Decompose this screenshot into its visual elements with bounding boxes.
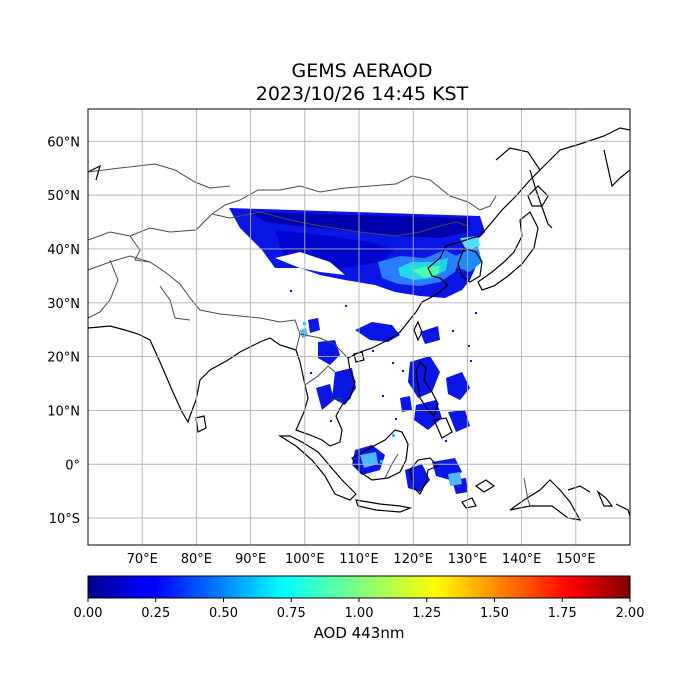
lat-tick-label: 10°N (47, 404, 80, 419)
colorbar-tick-label: 0.75 (277, 606, 306, 621)
map-frame (87, 108, 631, 546)
lat-tick-label: 40°N (47, 243, 80, 258)
lon-tick-label: 140°E (502, 552, 542, 567)
lon-tick-label: 110°E (339, 552, 379, 567)
lon-tick-label: 100°E (285, 552, 325, 567)
lon-tick-label: 70°E (127, 552, 158, 567)
gridlines (88, 109, 630, 545)
lat-tick-label: 10°S (49, 512, 80, 527)
colorbar (87, 575, 631, 599)
lat-tick-label: 30°N (47, 297, 80, 312)
colorbar-tick-label: 0.00 (74, 606, 103, 621)
lat-tick-label: 0° (65, 458, 80, 473)
map-content (88, 127, 630, 521)
colorbar-tick-label: 1.25 (412, 606, 441, 621)
lon-tick-label: 80°E (181, 552, 212, 567)
country-borders (88, 163, 531, 507)
lon-tick-label: 90°E (235, 552, 266, 567)
latitude-tick-labels: 60°N 50°N 40°N 30°N 20°N 10°N 0° 10°S (47, 135, 80, 527)
colorbar-tick-label: 2.00 (616, 606, 645, 621)
lat-tick-label: 50°N (47, 189, 80, 204)
colorbar-tick-label: 1.75 (548, 606, 577, 621)
lat-tick-label: 20°N (47, 351, 80, 366)
longitude-tick-labels: 70°E 80°E 90°E 100°E 110°E 120°E 130°E 140°E 150… (127, 552, 596, 567)
aod-data-layer (229, 208, 485, 494)
colorbar-tick-label: 0.50 (209, 606, 238, 621)
colorbar-label: AOD 443nm (313, 624, 405, 642)
colorbar-tick-labels: 0.00 0.25 0.50 0.75 1.00 1.25 1.50 1.75 2.00 (74, 598, 645, 621)
lat-tick-label: 60°N (47, 135, 80, 150)
coastlines (88, 127, 630, 521)
colorbar-tick-label: 1.50 (480, 606, 509, 621)
lon-tick-label: 120°E (393, 552, 433, 567)
map-subtitle: 2023/10/26 14:45 KST (255, 83, 469, 105)
map-title: GEMS AERAOD (291, 60, 433, 82)
lon-tick-label: 130°E (448, 552, 488, 567)
lon-tick-label: 150°E (556, 552, 596, 567)
colorbar-tick-label: 1.00 (345, 606, 374, 621)
colorbar-tick-label: 0.25 (141, 606, 170, 621)
